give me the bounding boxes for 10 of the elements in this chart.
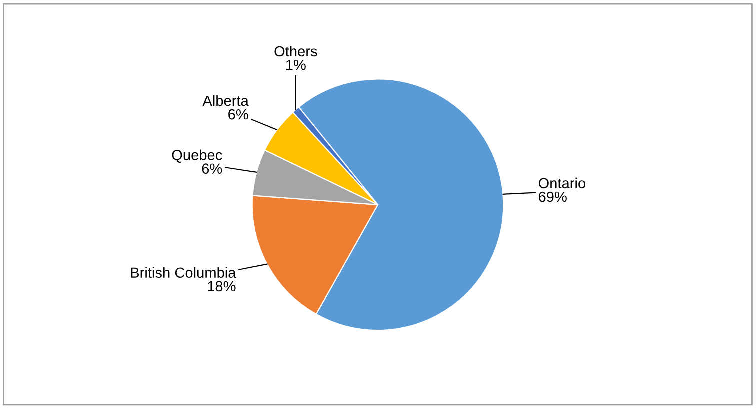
data-label: 69%: [539, 192, 567, 202]
data-label: 6%: [228, 109, 248, 120]
slice-label: Quebec: [172, 150, 222, 164]
data-label: 6%: [202, 164, 222, 174]
slice-label: Alberta: [202, 95, 249, 106]
slice-label: Others: [274, 46, 318, 57]
slice-label: Ontario: [538, 178, 586, 189]
data-label: 18%: [208, 281, 236, 292]
slice-label: British Columbia: [131, 267, 236, 278]
data-label: 1%: [286, 60, 306, 70]
